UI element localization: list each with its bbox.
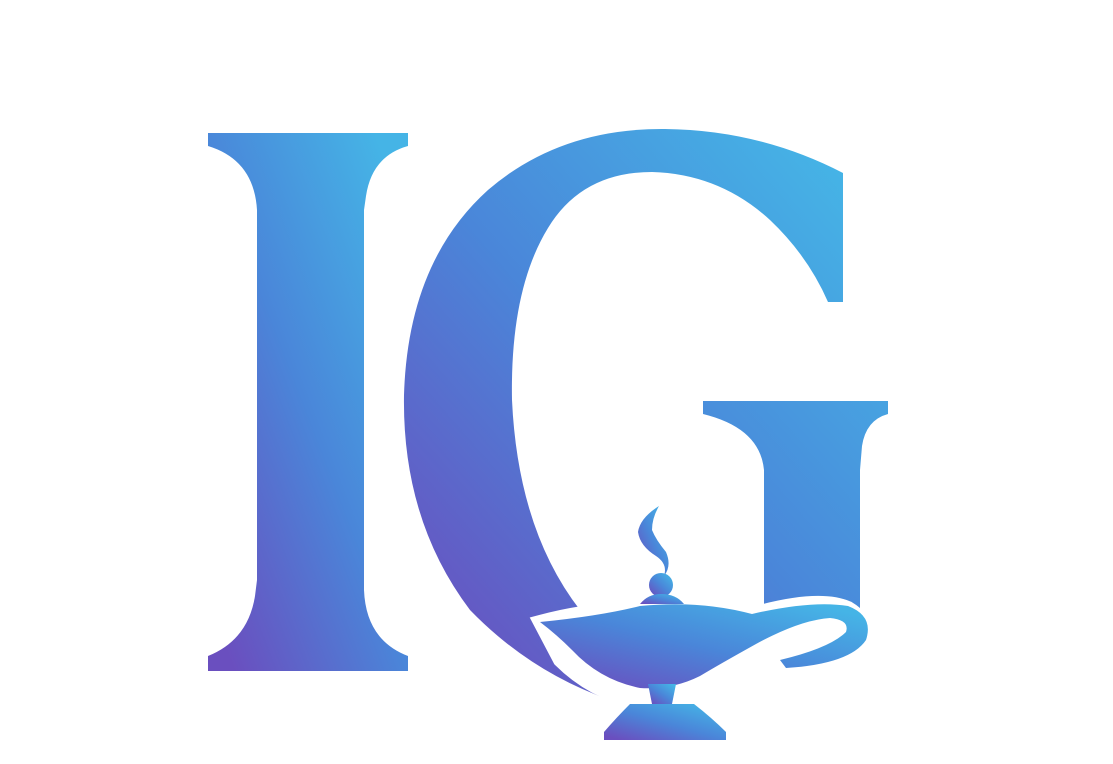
lamp-knob-shape [649, 573, 673, 597]
letter-g-shape [403, 128, 888, 706]
oil-lamp-icon [540, 506, 868, 740]
lamp-stem-shape [648, 684, 676, 704]
letter-i-shape [208, 133, 408, 671]
lamp-flame-shape [638, 506, 669, 576]
lamp-lid-shape [640, 594, 684, 604]
lamp-base-shape [604, 704, 726, 740]
lamp-body-shape [540, 604, 868, 689]
